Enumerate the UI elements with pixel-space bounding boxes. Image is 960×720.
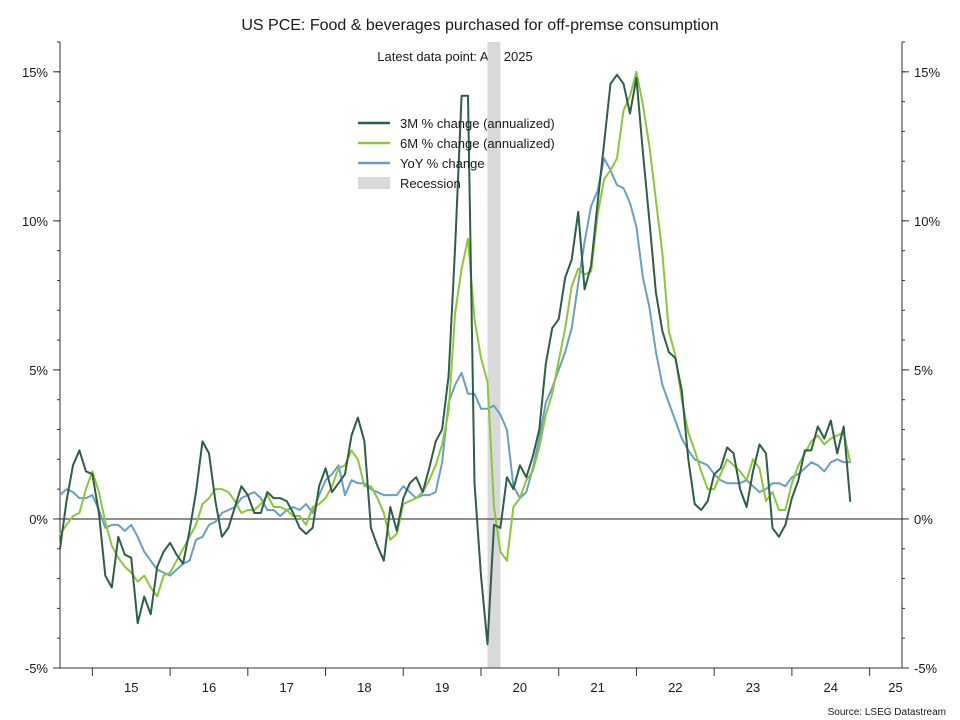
y-tick-label-left: -5% <box>25 661 49 676</box>
x-tick-label: 17 <box>279 680 293 695</box>
y-tick-label-right: -5% <box>914 661 938 676</box>
x-tick-label: 22 <box>668 680 682 695</box>
x-tick-label: 18 <box>357 680 371 695</box>
y-tick-label-right: 15% <box>914 65 940 80</box>
legend: 3M % change (annualized) 6M % change (ann… <box>358 116 555 191</box>
series-layer <box>59 70 852 646</box>
series-line-0 <box>59 73 852 646</box>
y-tick-label-left: 0% <box>29 512 48 527</box>
y-tick-label-left: 5% <box>29 363 48 378</box>
y-tick-label-right: 0% <box>914 512 933 527</box>
y-tick-label-right: 5% <box>914 363 933 378</box>
x-tick-label: 19 <box>435 680 449 695</box>
legend-label-recession: Recession <box>400 176 461 191</box>
series-line-1 <box>59 70 852 598</box>
x-tick-label: 24 <box>824 680 838 695</box>
x-tick-label: 25 <box>888 680 902 695</box>
x-tick-label: 23 <box>746 680 760 695</box>
y-tick-label-right: 10% <box>914 214 940 229</box>
recession-band <box>487 42 501 668</box>
y-axis-ticks: 15% 15% 10% 10% 5% 5% 0% 0% -5% -5% <box>22 65 940 676</box>
legend-swatch-recession <box>358 177 390 189</box>
x-tick-label: 21 <box>590 680 604 695</box>
chart-subtitle: Latest data point: Apr 2025 <box>377 49 532 64</box>
y-tick-label-left: 15% <box>22 65 48 80</box>
x-tick-label: 16 <box>202 680 216 695</box>
legend-label-0: 3M % change (annualized) <box>400 116 555 131</box>
chart-title: US PCE: Food & beverages purchased for o… <box>241 17 718 34</box>
legend-label-1: 6M % change (annualized) <box>400 136 555 151</box>
source-label: Source: LSEG Datastream <box>828 707 946 718</box>
recession-layer <box>487 42 501 668</box>
series-line-2 <box>59 157 852 577</box>
legend-label-2: YoY % change <box>400 156 485 171</box>
x-axis-ticks: 15 16 17 18 19 20 21 22 23 24 25 <box>91 668 903 695</box>
y-tick-label-left: 10% <box>22 214 48 229</box>
x-tick-label: 20 <box>513 680 527 695</box>
x-tick-label: 15 <box>124 680 138 695</box>
